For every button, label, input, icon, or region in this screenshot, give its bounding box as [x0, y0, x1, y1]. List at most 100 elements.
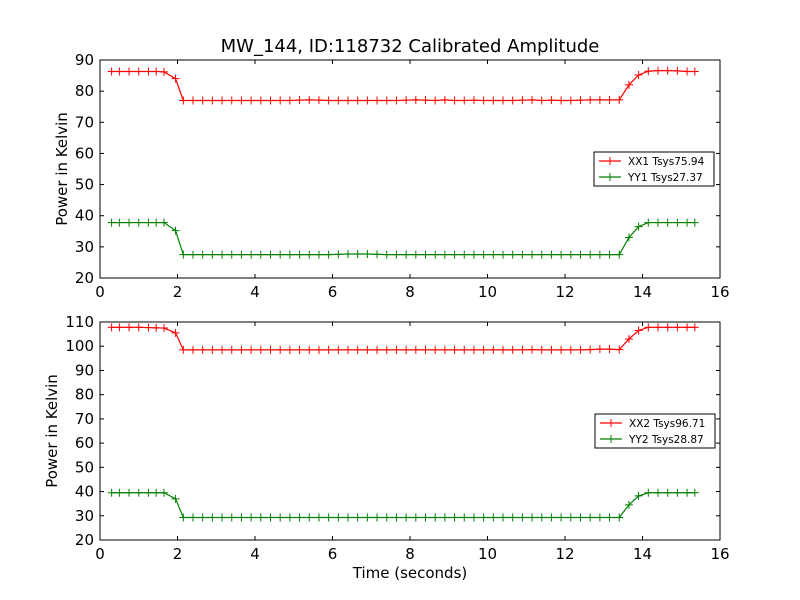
data-point [595, 250, 604, 259]
data-point [518, 345, 527, 354]
data-point [576, 513, 585, 522]
y-tick-label: 80 [75, 386, 94, 404]
data-point [314, 96, 323, 105]
data-point [537, 513, 546, 522]
data-point [690, 488, 699, 497]
data-point [479, 96, 488, 105]
data-point [450, 250, 459, 259]
data-point [179, 250, 188, 259]
data-point [305, 513, 314, 522]
data-point [256, 96, 265, 105]
data-point [324, 96, 333, 105]
y-tick-label: 60 [75, 434, 94, 452]
bottom-plot: 0 2 4 6 8 10 12 14 16 20 30 40 50 60 70 80 90 100 110 Power… [43, 313, 730, 582]
data-point [634, 70, 643, 79]
data-point [159, 218, 168, 227]
data-point [256, 513, 265, 522]
data-point [256, 250, 265, 259]
data-point [644, 488, 653, 497]
data-point [392, 345, 401, 354]
data-point [508, 250, 517, 259]
data-point [125, 67, 134, 76]
data-point [528, 513, 537, 522]
data-point [644, 323, 653, 332]
data-point [411, 345, 420, 354]
data-point [566, 345, 575, 354]
data-point [576, 345, 585, 354]
data-point [469, 250, 478, 259]
data-point [334, 250, 343, 259]
data-point [152, 67, 161, 76]
data-point [115, 218, 124, 227]
data-point [624, 334, 633, 343]
chart-title: MW_144, ID:118732 Calibrated Amplitude [221, 36, 600, 57]
data-point [247, 345, 256, 354]
legend-marker [606, 173, 614, 181]
x-tick-label: 2 [173, 545, 183, 563]
data-point [615, 513, 624, 522]
data-point [152, 488, 161, 497]
data-point [528, 95, 537, 104]
data-point [171, 494, 180, 503]
data-point [285, 250, 294, 259]
data-point [247, 513, 256, 522]
x-tick-label: 8 [405, 545, 415, 563]
data-point [179, 513, 188, 522]
data-point [402, 250, 411, 259]
data-point [324, 345, 333, 354]
data-point [189, 96, 197, 105]
data-point [198, 345, 207, 354]
data-point [152, 323, 161, 332]
data-point [363, 96, 372, 105]
data-point [440, 513, 449, 522]
data-point [673, 488, 682, 497]
data-point [227, 250, 236, 259]
data-point [595, 95, 604, 104]
data-point [499, 250, 507, 259]
data-point [334, 345, 343, 354]
data-point [508, 96, 517, 105]
data-point [450, 513, 459, 522]
data-point [654, 218, 662, 227]
data-point [344, 513, 352, 522]
data-point [576, 96, 585, 105]
data-point [324, 250, 333, 259]
data-point [479, 513, 488, 522]
data-point [411, 250, 420, 259]
data-point [547, 96, 556, 105]
data-point [198, 96, 207, 105]
legend-box [593, 151, 715, 187]
data-point [690, 67, 699, 76]
data-point [171, 226, 180, 235]
data-point [159, 488, 168, 497]
data-point [266, 513, 275, 522]
data-point [314, 513, 323, 522]
data-point [382, 513, 391, 522]
y-axis-label: Power in Kelvin [53, 112, 71, 226]
data-point [373, 250, 382, 259]
x-tick-label: 14 [633, 283, 652, 301]
data-point [334, 513, 343, 522]
data-point [373, 345, 382, 354]
data-point [285, 513, 294, 522]
legend-entry: XX1 Tsys75.94 [628, 156, 705, 168]
data-point [615, 345, 624, 354]
x-tick-label: 0 [95, 283, 105, 301]
x-tick-label: 4 [250, 283, 260, 301]
data-point [605, 513, 614, 522]
data-point [644, 67, 653, 76]
data-point [402, 96, 411, 105]
data-point [489, 250, 498, 259]
data-point [499, 345, 507, 354]
data-point [353, 345, 362, 354]
y-tick-label: 50 [75, 458, 94, 476]
data-point [634, 326, 643, 335]
data-point [159, 67, 168, 76]
data-point [508, 345, 517, 354]
data-point [605, 345, 614, 354]
data-point [421, 96, 430, 105]
data-point [673, 323, 682, 332]
data-point [557, 345, 566, 354]
data-point [107, 488, 116, 497]
